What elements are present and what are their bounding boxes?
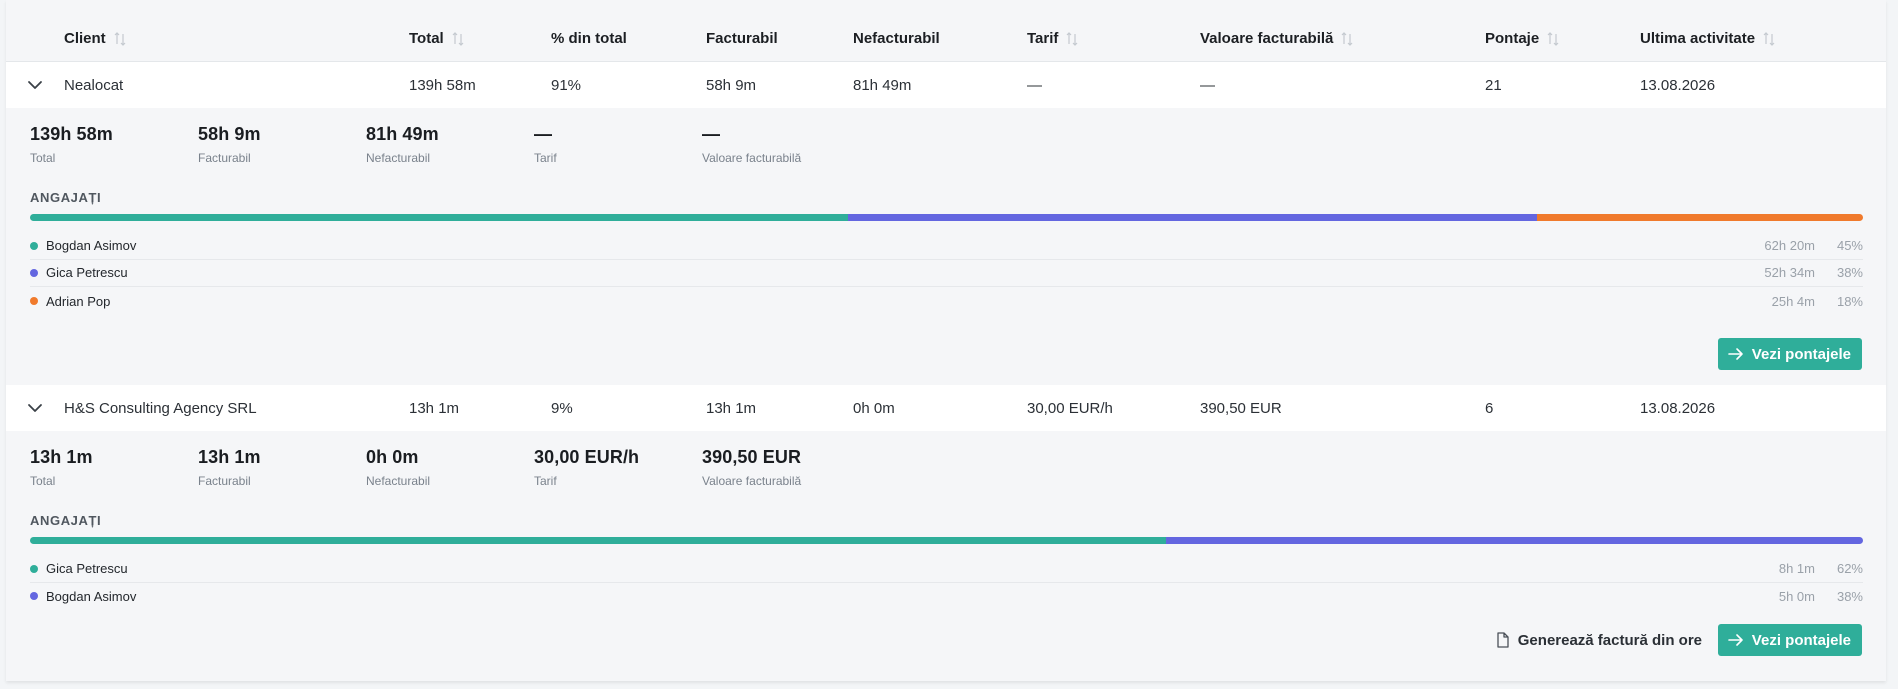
nonbillable-cell: 81h 49m [853, 76, 912, 94]
employee-name: Gica Petrescu [46, 265, 128, 280]
rate-cell: 30,00 EUR/h [1027, 399, 1113, 417]
employee-row: Gica Petrescu 8h 1m 62% [30, 555, 1863, 583]
pct-cell: 9% [551, 399, 573, 417]
last-activity-cell: 13.08.2026 [1640, 76, 1716, 94]
kpi-nonbillable: 81h 49m Nefacturabil [366, 124, 439, 165]
employee-pct: 45% [1836, 238, 1863, 253]
employee-pct: 38% [1836, 588, 1863, 604]
employee-row: Gica Petrescu 52h 34m 38% [30, 259, 1863, 287]
employee-share-segment [1166, 537, 1863, 544]
generate-invoice-button[interactable]: Generează factură din ore [1486, 624, 1712, 656]
document-icon [1497, 632, 1509, 648]
client-name: Nealocat [64, 76, 124, 94]
kpi-nonbillable: 0h 0m Nefacturabil [366, 447, 431, 488]
kpi-billable-value: — Valoare facturabilă [702, 124, 802, 165]
employee-time: 5h 0m [1778, 588, 1815, 604]
employee-name: Bogdan Asimov [46, 238, 137, 253]
column-header-billable-value[interactable]: Valoare facturabilă [1200, 0, 1353, 61]
employee-name: Bogdan Asimov [46, 588, 137, 604]
employee-time: 8h 1m [1778, 561, 1815, 576]
chevron-down-icon[interactable] [22, 385, 48, 431]
employee-row: Adrian Pop 25h 4m 18% [30, 287, 1863, 315]
kpi-billable: 58h 9m Facturabil [198, 124, 261, 165]
total-cell: 139h 58m [409, 76, 476, 94]
column-header-nonbillable: Nefacturabil [853, 30, 940, 47]
column-header-client[interactable]: Client [64, 0, 126, 61]
column-header-total[interactable]: Total [409, 0, 464, 61]
entries-cell: 21 [1485, 76, 1502, 94]
legend-dot [30, 241, 38, 250]
column-header-billable: Facturabil [706, 30, 778, 47]
column-header-rate[interactable]: Tarif [1027, 0, 1078, 61]
chevron-down-icon[interactable] [22, 62, 48, 108]
total-cell: 13h 1m [409, 399, 460, 417]
arrow-right-icon [1727, 348, 1743, 360]
employee-share-segment [847, 214, 1537, 221]
legend-dot [30, 297, 38, 305]
client-details: 13h 1m Total 13h 1m Facturabil 0h 0m Nef… [6, 431, 1886, 679]
sort-arrows-icon[interactable] [114, 31, 126, 46]
client-row[interactable]: H&S Consulting Agency SRL 13h 1m 9% 13h … [6, 385, 1886, 431]
kpi-billable-value: 390,50 EUR Valoare facturabilă [702, 447, 802, 488]
kpi-billable: 13h 1m Facturabil [198, 447, 261, 488]
nonbillable-cell: 0h 0m [853, 399, 895, 417]
view-entries-button[interactable]: Vezi pontajele [1717, 338, 1862, 370]
legend-dot [30, 592, 38, 600]
employee-pct: 18% [1836, 293, 1863, 309]
sort-arrows-icon[interactable] [452, 31, 464, 46]
kpi-rate: — Tarif [534, 124, 557, 165]
billable-value-cell: 390,50 EUR [1200, 399, 1282, 417]
column-header-entries[interactable]: Pontaje [1485, 0, 1559, 61]
kpi-total: 139h 58m Total [30, 124, 113, 165]
employee-name: Gica Petrescu [46, 561, 128, 576]
employee-share-segment [1536, 214, 1863, 221]
arrow-right-icon [1727, 634, 1743, 646]
column-header-pct: % din total [551, 30, 627, 47]
employee-share-segment [30, 537, 1167, 544]
sort-arrows-icon[interactable] [1341, 31, 1353, 46]
employee-share-bar [30, 214, 1863, 221]
employee-time: 62h 20m [1764, 238, 1815, 253]
entries-cell: 6 [1485, 399, 1494, 417]
sort-arrows-icon[interactable] [1763, 31, 1775, 46]
legend-dot [30, 268, 38, 277]
employees-title: ANGAJAȚI [30, 190, 102, 205]
view-entries-button[interactable]: Vezi pontajele [1717, 624, 1862, 656]
employee-time: 25h 4m [1771, 293, 1815, 309]
employees-title: ANGAJAȚI [30, 513, 102, 528]
billable-cell: 13h 1m [706, 399, 757, 417]
employee-name: Adrian Pop [46, 293, 111, 309]
employee-row: Bogdan Asimov 5h 0m 38% [30, 582, 1863, 610]
pct-cell: 91% [551, 76, 582, 94]
employee-share-segment [30, 214, 848, 221]
table-header: Client Total % din total Facturabil Nefa… [6, 0, 1886, 62]
employee-time: 52h 34m [1764, 265, 1815, 280]
kpi-rate: 30,00 EUR/h Tarif [534, 447, 640, 488]
employee-pct: 38% [1836, 265, 1863, 280]
billable-value-cell: — [1200, 76, 1215, 94]
column-header-last-activity[interactable]: Ultima activitate [1640, 0, 1775, 61]
employee-row: Bogdan Asimov 62h 20m 45% [30, 232, 1863, 260]
legend-dot [30, 564, 38, 573]
employee-share-bar [30, 537, 1863, 544]
rate-cell: — [1027, 76, 1042, 94]
last-activity-cell: 13.08.2026 [1640, 399, 1716, 417]
kpi-total: 13h 1m Total [30, 447, 93, 488]
client-report-table: Client Total % din total Facturabil Nefa… [6, 0, 1886, 681]
sort-arrows-icon[interactable] [1547, 31, 1559, 46]
client-row[interactable]: Nealocat 139h 58m 91% 58h 9m 81h 49m — —… [6, 62, 1886, 108]
employee-pct: 62% [1836, 561, 1863, 576]
client-details: 139h 58m Total 58h 9m Facturabil 81h 49m… [6, 108, 1886, 385]
client-name: H&S Consulting Agency SRL [64, 399, 257, 417]
billable-cell: 58h 9m [706, 76, 757, 94]
sort-arrows-icon[interactable] [1066, 31, 1078, 46]
